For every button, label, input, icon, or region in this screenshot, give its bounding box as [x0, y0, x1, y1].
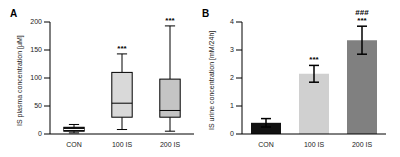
- svg-text:***: ***: [117, 44, 127, 53]
- svg-text:IS plasma concentration [µM]: IS plasma concentration [µM]: [16, 35, 24, 126]
- svg-text:150: 150: [30, 46, 42, 53]
- svg-text:200 IS: 200 IS: [352, 141, 373, 148]
- html-text:B: B: [202, 8, 210, 19]
- svg-text:***: ***: [357, 16, 367, 25]
- svg-text:CON: CON: [66, 141, 82, 148]
- html-text:A: A: [10, 8, 18, 19]
- svg-text:100 IS: 100 IS: [304, 141, 325, 148]
- svg-text:1: 1: [230, 102, 234, 109]
- svg-text:200 IS: 200 IS: [160, 141, 181, 148]
- svg-text:100 IS: 100 IS: [112, 141, 133, 148]
- svg-text:2: 2: [230, 74, 234, 81]
- svg-text:3: 3: [230, 46, 234, 53]
- svg-text:50: 50: [34, 102, 42, 109]
- svg-text:0: 0: [38, 130, 42, 137]
- svg-text:###: ###: [355, 8, 369, 17]
- svg-text:4: 4: [230, 18, 234, 25]
- svg-text:IS urine concentration [mM/24h: IS urine concentration [mM/24h]: [208, 31, 216, 130]
- svg-text:***: ***: [165, 16, 175, 25]
- svg-text:100: 100: [30, 74, 42, 81]
- svg-text:200: 200: [30, 18, 42, 25]
- svg-text:CON: CON: [258, 141, 274, 148]
- svg-text:***: ***: [309, 55, 319, 64]
- svg-text:0: 0: [230, 130, 234, 137]
